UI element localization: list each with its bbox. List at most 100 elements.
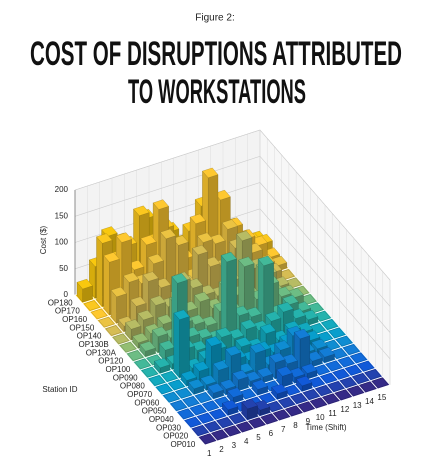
bar-top <box>209 409 226 420</box>
bar <box>98 317 115 328</box>
bar-top <box>168 379 185 390</box>
bar <box>229 413 246 424</box>
bar <box>188 378 205 395</box>
bar-side <box>96 236 103 307</box>
bar-top <box>112 333 129 344</box>
bar-top <box>110 286 127 298</box>
bar-top <box>215 327 232 338</box>
bar-top <box>338 356 355 367</box>
bar <box>83 300 101 311</box>
time-label: 7 <box>281 425 286 434</box>
bar <box>338 356 355 367</box>
bar <box>154 357 171 374</box>
bar-top <box>232 369 249 381</box>
bar-top <box>311 338 328 350</box>
station-label: OP180 <box>48 298 73 307</box>
bar-top <box>202 400 219 411</box>
bar-top <box>191 244 209 256</box>
bar-top <box>195 392 212 403</box>
bar-top <box>321 319 338 330</box>
station-label: OP100 <box>105 365 130 374</box>
z-tick-label: 50 <box>59 264 68 273</box>
bar-top <box>76 278 93 290</box>
bar-top <box>105 325 122 336</box>
bar <box>290 393 308 404</box>
bar-top <box>219 379 237 390</box>
bar-top <box>325 360 342 371</box>
bar <box>364 369 382 380</box>
bar-top <box>142 271 159 282</box>
z-axis-label: Cost ($) <box>39 225 48 254</box>
time-label: 10 <box>316 413 325 422</box>
station-label: OP070 <box>127 390 152 399</box>
bar-top <box>221 219 238 230</box>
bar-top <box>171 273 188 284</box>
bar <box>105 325 122 336</box>
bar <box>195 392 212 403</box>
bar-top <box>227 387 244 398</box>
bar-top <box>269 352 286 363</box>
bar <box>211 429 228 440</box>
bar-top <box>340 377 357 388</box>
bar <box>220 251 237 342</box>
bar <box>347 385 364 396</box>
bar <box>127 350 144 361</box>
bar-top <box>335 389 352 400</box>
bar-top <box>103 252 120 263</box>
bar <box>192 425 209 436</box>
bar-top <box>190 404 207 415</box>
bar-top <box>236 421 253 432</box>
bar-top <box>357 361 374 372</box>
bar-top <box>197 413 214 424</box>
bar-top <box>240 319 257 330</box>
bar-top <box>180 370 197 381</box>
y-axis-label: Station ID <box>42 385 77 394</box>
bar-top <box>98 317 115 328</box>
bar-top <box>256 367 274 378</box>
bar <box>91 308 108 319</box>
bar <box>182 396 200 407</box>
bar <box>170 400 187 411</box>
bar-top <box>249 343 266 354</box>
bar-top <box>290 393 308 404</box>
bar <box>207 383 224 399</box>
bar-top <box>278 397 295 408</box>
bar-top <box>265 311 282 322</box>
bar-top <box>149 295 166 306</box>
bar <box>321 319 338 330</box>
bar <box>173 309 190 378</box>
z-tick-label: 100 <box>55 238 69 247</box>
bar <box>141 367 158 378</box>
time-label: 11 <box>328 409 337 418</box>
time-label: 6 <box>269 429 274 438</box>
bar-top <box>151 326 169 337</box>
bar-top <box>163 392 180 403</box>
bar <box>222 399 239 416</box>
bar-top <box>205 336 222 347</box>
bar <box>372 377 389 388</box>
bar-top <box>154 357 171 369</box>
bar <box>190 404 207 415</box>
bar-top <box>320 373 337 384</box>
bar <box>110 286 127 324</box>
bar-top <box>120 342 137 353</box>
bar <box>148 375 166 386</box>
time-label: 1 <box>207 449 212 458</box>
bar-top <box>216 417 234 428</box>
bar-top <box>364 369 382 380</box>
bar-top <box>188 378 205 390</box>
bar-top <box>212 360 229 371</box>
bar-top <box>251 379 268 390</box>
bar-top <box>333 369 350 380</box>
bar-top <box>277 302 294 313</box>
z-tick-label: 0 <box>64 290 69 299</box>
bar <box>161 371 178 382</box>
bar-top <box>229 413 246 424</box>
bar-top <box>137 309 154 321</box>
bar <box>199 433 216 444</box>
bar-top <box>173 309 190 320</box>
bar-top <box>259 323 277 334</box>
bar-top <box>132 332 149 344</box>
bar-top <box>211 429 228 440</box>
bar <box>352 373 369 384</box>
